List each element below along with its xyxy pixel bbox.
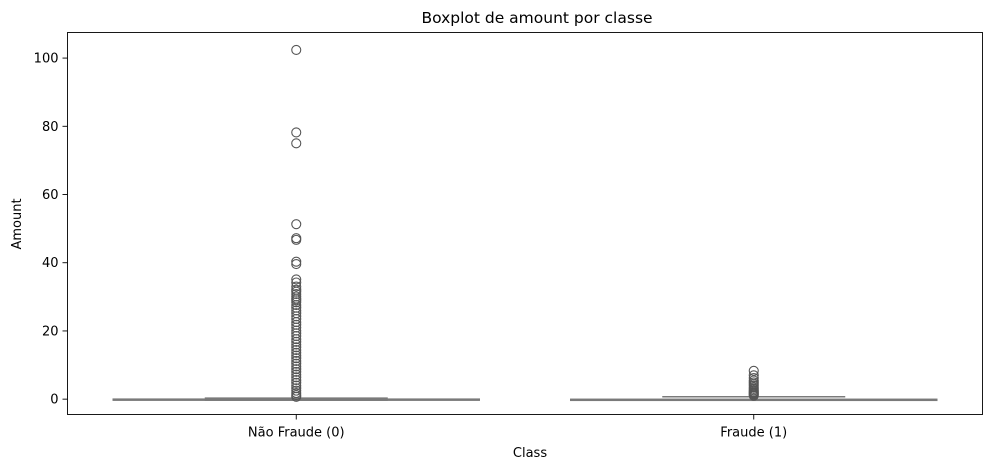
x-axis-label: Class bbox=[513, 446, 547, 461]
y-tick-label: 100 bbox=[34, 52, 59, 67]
y-tick-label: 60 bbox=[42, 188, 59, 203]
plot-frame bbox=[67, 32, 983, 415]
outlier-point bbox=[291, 377, 302, 388]
y-tick-label: 40 bbox=[42, 256, 59, 271]
outlier-point bbox=[748, 390, 759, 401]
y-tick-label: 80 bbox=[42, 120, 59, 135]
outlier-point bbox=[291, 259, 302, 270]
outlier-point bbox=[291, 385, 302, 396]
outlier-point bbox=[291, 372, 302, 383]
outlier-point bbox=[291, 350, 302, 361]
outlier-point bbox=[291, 274, 302, 285]
outlier-point bbox=[291, 358, 302, 369]
outlier-point bbox=[291, 44, 302, 55]
y-axis: 0 20 40 60 80 100 bbox=[34, 52, 68, 408]
y-axis-label: Amount bbox=[10, 198, 25, 249]
outlier-point bbox=[291, 336, 302, 347]
outlier-point bbox=[291, 339, 302, 350]
y-tick-label: 20 bbox=[42, 324, 59, 339]
boxes-group bbox=[112, 44, 938, 402]
outlier-point bbox=[291, 369, 302, 380]
x-tick-label: Fraude (1) bbox=[720, 426, 787, 441]
outlier-point bbox=[291, 138, 302, 149]
outlier-point bbox=[291, 219, 302, 230]
outlier-point bbox=[291, 297, 302, 308]
outlier-point bbox=[291, 342, 302, 353]
outlier-point bbox=[291, 334, 302, 345]
x-tick-label: Não Fraude (0) bbox=[248, 426, 345, 441]
outlier-point bbox=[291, 355, 302, 367]
outlier-point bbox=[291, 391, 302, 402]
outlier-point bbox=[291, 127, 302, 138]
outlier-point bbox=[291, 364, 302, 375]
box-1 bbox=[570, 365, 938, 402]
outlier-point bbox=[291, 347, 302, 358]
outlier-point bbox=[291, 375, 302, 386]
outlier-point bbox=[291, 289, 302, 300]
y-tick-label: 0 bbox=[50, 393, 58, 408]
outlier-point bbox=[291, 353, 302, 364]
chart-title: Boxplot de amount por classe bbox=[421, 9, 652, 27]
outlier-point bbox=[291, 256, 302, 267]
outlier-point bbox=[291, 281, 302, 292]
outlier-point bbox=[291, 361, 302, 372]
outlier-point bbox=[291, 299, 302, 311]
box-0 bbox=[112, 44, 480, 402]
outlier-point bbox=[291, 344, 302, 356]
x-axis: Não Fraude (0) Fraude (1) bbox=[248, 414, 787, 441]
outlier-point bbox=[291, 366, 302, 377]
outlier-point bbox=[291, 234, 302, 245]
